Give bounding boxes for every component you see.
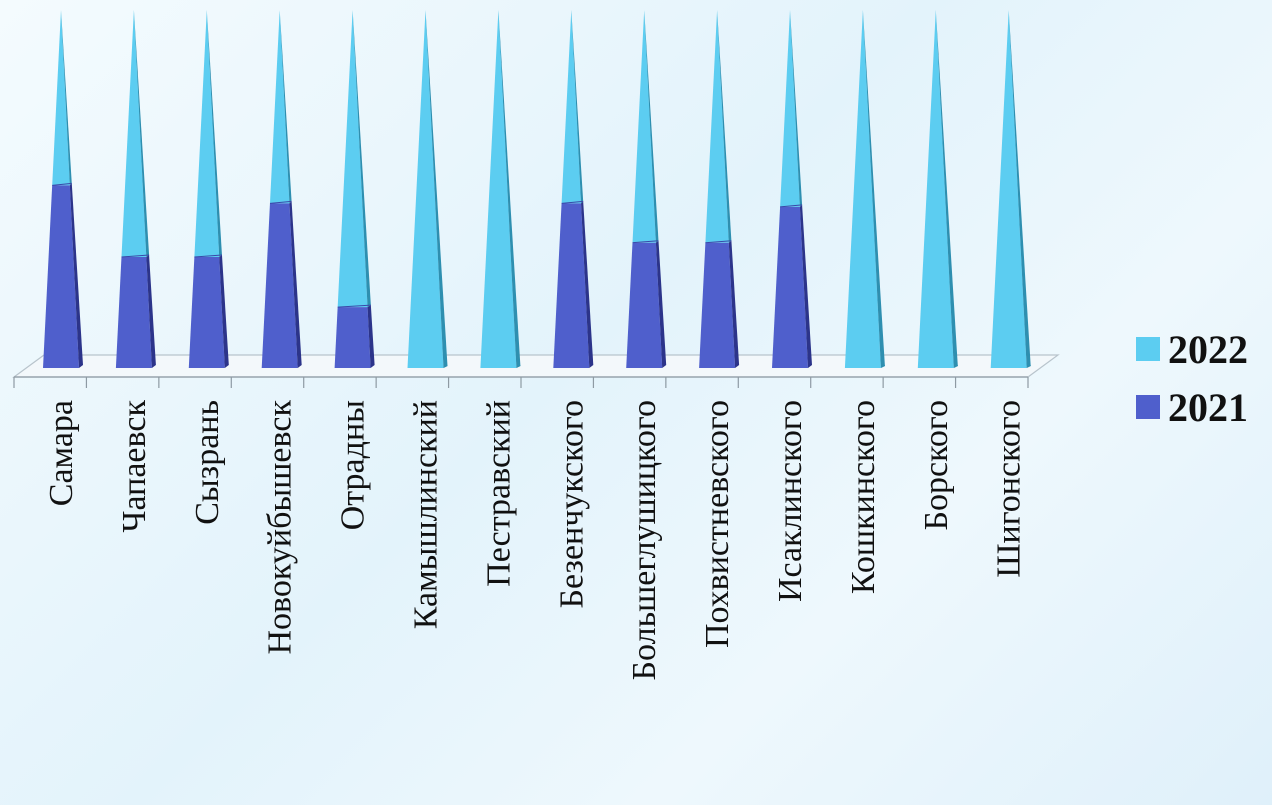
category-label: Исаклинского	[772, 400, 809, 602]
cone-side-2022	[571, 10, 584, 204]
cone-segment-2021	[772, 206, 808, 368]
segment-boundary	[269, 200, 292, 204]
category-label: Большеглушицкого	[626, 400, 663, 680]
cone-segment-2022	[269, 10, 290, 204]
cone-side-2022	[953, 365, 958, 368]
cone-segment-2022	[917, 10, 954, 368]
cone-side-2022	[279, 10, 292, 204]
legend: 2022 2021	[1136, 320, 1248, 436]
segment-boundary	[561, 200, 584, 204]
cone-side-2022	[790, 10, 803, 207]
cone-segment-2022	[480, 10, 517, 368]
cone-side-2021	[289, 201, 302, 368]
cone-segment-2022	[990, 10, 1027, 368]
cone-side-2022	[880, 365, 885, 368]
legend-swatch-2022	[1136, 337, 1160, 361]
cone-side-2021	[146, 255, 156, 368]
cone-side-2021	[581, 201, 594, 368]
category-label: Шигонского	[991, 400, 1028, 578]
cone-side-2022	[133, 10, 150, 258]
segment-boundary	[337, 304, 371, 308]
cone-side-2022	[352, 10, 371, 308]
cone-side-2021	[655, 240, 667, 368]
cone-side-2022	[644, 10, 659, 243]
legend-item-2022: 2022	[1136, 320, 1248, 378]
category-label: Борского	[918, 400, 955, 531]
legend-label-2022: 2022	[1168, 326, 1248, 372]
cone-side-2022	[443, 365, 448, 368]
category-label: Отрадны	[335, 400, 372, 530]
cone-segment-2021	[188, 257, 225, 368]
cone-side-2022	[498, 10, 521, 368]
cone-segment-2022	[780, 10, 800, 207]
cone-side-2022	[516, 365, 521, 368]
floor-plane	[12, 354, 1060, 378]
cone-side-2022	[935, 10, 958, 368]
cone-segment-2022	[194, 10, 220, 258]
segment-boundary	[194, 254, 223, 258]
cone-side-2021	[219, 255, 229, 368]
category-label: Похвистневского	[699, 400, 736, 648]
cone-segment-2022	[52, 10, 70, 186]
cone-side-2022	[1008, 10, 1031, 368]
segment-boundary	[705, 240, 732, 244]
cone-side-2022	[425, 10, 448, 368]
cone-side-2021	[367, 305, 375, 368]
segment-boundary	[632, 240, 659, 244]
category-label: Самара	[43, 400, 80, 506]
cone-segment-2022	[337, 10, 368, 308]
cone-segment-2022	[705, 10, 729, 243]
cone-segment-2021	[115, 257, 152, 368]
cone-segment-2021	[553, 203, 590, 368]
category-label: Сызрань	[189, 400, 226, 525]
category-label: Чапаевск	[116, 400, 153, 533]
category-label: Новокуйбышевск	[262, 400, 299, 655]
cone-side-2021	[799, 204, 812, 368]
cone-side-2022	[717, 10, 732, 243]
cone-side-2022	[1026, 365, 1031, 368]
legend-item-2021: 2021	[1136, 378, 1248, 436]
cone-side-2021	[728, 240, 740, 368]
cone-side-2022	[862, 10, 885, 368]
category-label: Пестравский	[480, 400, 517, 587]
legend-swatch-2021	[1136, 395, 1160, 419]
segment-boundary	[121, 254, 150, 258]
category-label: Камышлинский	[408, 400, 445, 629]
category-label: Кошкинского	[845, 400, 882, 594]
cone-segment-2021	[699, 242, 736, 368]
cone-side-2021	[69, 183, 83, 368]
cone-segment-2022	[121, 10, 147, 258]
category-label: Безенчукского	[553, 400, 590, 609]
cone-segment-2022	[844, 10, 881, 368]
cone-side-2022	[206, 10, 222, 258]
segment-boundary	[52, 182, 72, 186]
cone-segment-2021	[43, 185, 79, 368]
segment-boundary	[780, 204, 803, 208]
legend-label-2021: 2021	[1168, 384, 1248, 430]
cone-segment-2022	[632, 10, 656, 243]
cone-segment-2022	[561, 10, 582, 204]
cone-side-2022	[61, 10, 72, 186]
cone-segment-2021	[261, 203, 298, 368]
cone-segment-2022	[407, 10, 444, 368]
cone-segment-2021	[334, 307, 371, 368]
cone-segment-2021	[626, 242, 663, 368]
